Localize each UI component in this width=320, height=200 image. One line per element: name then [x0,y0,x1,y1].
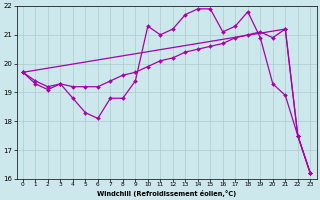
X-axis label: Windchill (Refroidissement éolien,°C): Windchill (Refroidissement éolien,°C) [97,190,236,197]
